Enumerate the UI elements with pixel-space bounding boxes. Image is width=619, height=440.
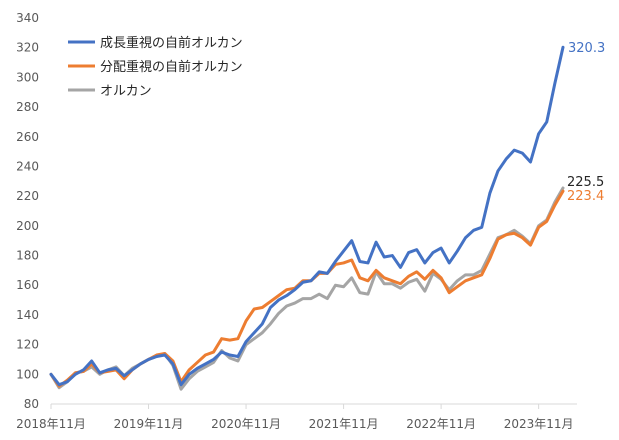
legend-label: 分配重視の自前オルカン — [100, 59, 243, 75]
y-tick-label: 100 — [16, 367, 39, 381]
x-axis: 2018年11月 2019年11月 2020年11月 2021年11月 2022年11月… — [16, 403, 577, 431]
x-tick-label: 2019年11月 — [114, 417, 184, 431]
y-tick-label: 320 — [16, 41, 39, 55]
y-tick-label: 340 — [16, 11, 39, 25]
y-tick-label: 300 — [16, 70, 39, 84]
y-tick-label: 120 — [16, 338, 39, 352]
x-tick-label: 2023年11月 — [504, 417, 574, 431]
y-tick-label: 260 — [16, 130, 39, 144]
y-tick-label: 80 — [24, 397, 39, 411]
series-end-label: 223.4 — [567, 189, 604, 204]
legend-label: 成長重視の自前オルカン — [100, 35, 243, 51]
x-tick-label: 2022年11月 — [406, 417, 476, 431]
series-end-label: 225.5 — [567, 175, 604, 190]
series-end-label: 320.3 — [568, 41, 605, 56]
y-tick-label: 140 — [16, 308, 39, 322]
series-line — [49, 45, 565, 387]
y-tick-label: 220 — [16, 189, 39, 203]
y-tick-label: 280 — [16, 100, 39, 114]
x-tick-label: 2018年11月 — [16, 417, 86, 431]
y-tick-label: 180 — [16, 249, 39, 263]
x-tick-label: 2020年11月 — [211, 417, 281, 431]
x-tick-label: 2021年11月 — [309, 417, 379, 431]
y-tick-label: 160 — [16, 278, 39, 292]
y-tick-label: 240 — [16, 159, 39, 173]
y-axis: 80 100 120 140 160 180 200 220 240 260 280 300 320 34… — [16, 11, 39, 411]
legend-label: オルカン — [100, 84, 152, 99]
series-lines — [49, 45, 565, 391]
y-tick-label: 200 — [16, 219, 39, 233]
